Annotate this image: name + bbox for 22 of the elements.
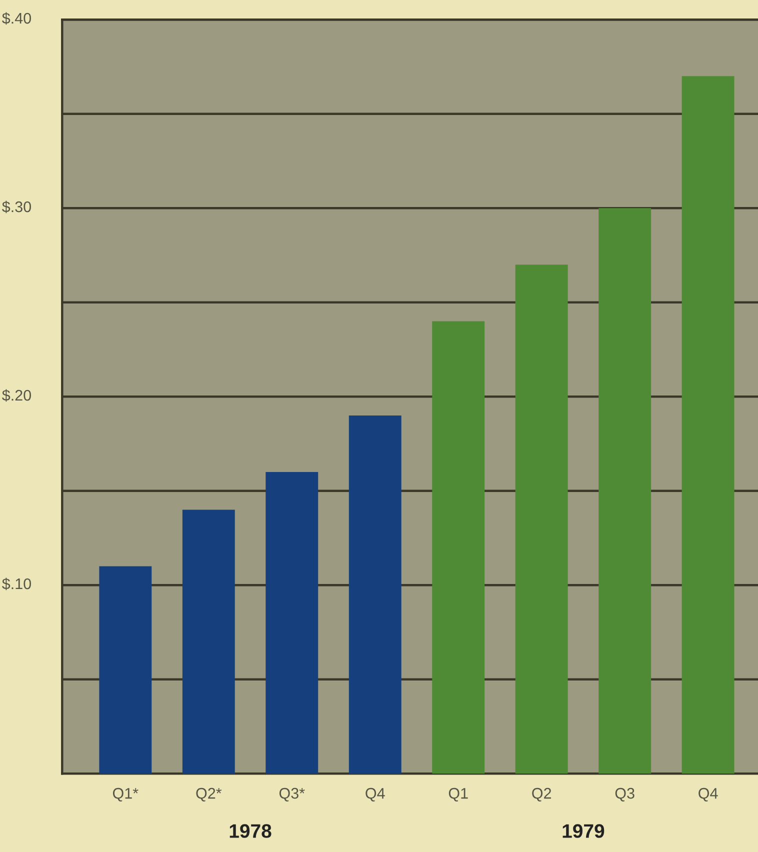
x-tick-label: Q1 xyxy=(448,788,468,802)
bar xyxy=(99,566,152,774)
y-tick-label: $.30 xyxy=(2,200,32,214)
y-tick-label: $.10 xyxy=(2,578,32,590)
x-tick-label: Q3 xyxy=(615,788,634,802)
bar xyxy=(182,510,235,774)
y-tick-label: $.40 xyxy=(2,12,32,25)
bar xyxy=(682,76,734,774)
text: 1978 xyxy=(230,824,272,838)
bar xyxy=(348,415,402,774)
bar xyxy=(432,321,485,774)
text: 1979 xyxy=(562,824,604,838)
x-tick-label: Q2* xyxy=(196,788,222,802)
x-tick-label: Q4 xyxy=(698,788,718,802)
x-tick-label: Q2 xyxy=(532,788,552,802)
y-tick-label: $.20 xyxy=(2,389,32,402)
x-tick-label: Q3* xyxy=(279,788,305,802)
x-tick-label: Q1* xyxy=(112,788,138,802)
bar xyxy=(266,472,318,774)
x-tick-label: Q4 xyxy=(366,788,385,802)
bar xyxy=(598,208,652,774)
bar xyxy=(515,264,568,774)
